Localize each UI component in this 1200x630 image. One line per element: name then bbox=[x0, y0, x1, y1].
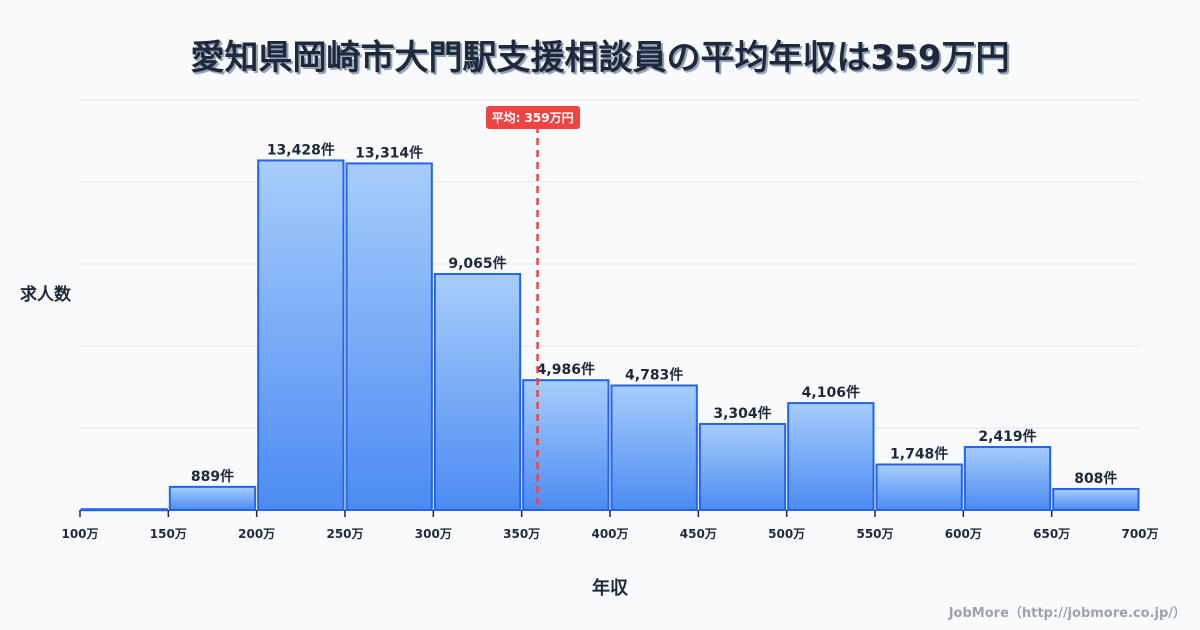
histogram-bar[interactable] bbox=[345, 162, 433, 511]
x-tick-label: 350万 bbox=[503, 527, 540, 541]
source-credit: JobMore（http://jobmore.co.jp/） bbox=[948, 606, 1186, 621]
histogram-bar[interactable] bbox=[963, 446, 1052, 511]
chart-title: 愛知県岡崎市大門駅支援相談員の平均年収は359万円 bbox=[190, 38, 1010, 78]
x-axis-label: 年収 bbox=[592, 578, 628, 599]
histogram-bar[interactable] bbox=[875, 463, 963, 512]
bar-value-label: 9,065件 bbox=[448, 255, 506, 272]
bar-value-label: 4,106件 bbox=[802, 384, 860, 401]
bar-value-label: 808件 bbox=[1074, 470, 1117, 487]
histogram-bar[interactable] bbox=[522, 379, 610, 511]
gridlines bbox=[80, 99, 1140, 429]
x-tick-label: 650万 bbox=[1033, 527, 1070, 541]
histogram-bar[interactable] bbox=[787, 402, 875, 511]
histogram-bar[interactable] bbox=[698, 422, 787, 512]
histogram-bar[interactable] bbox=[433, 273, 522, 511]
x-tick-label: 550万 bbox=[856, 527, 893, 541]
x-tick-label: 700万 bbox=[1121, 527, 1158, 541]
x-axis: 100万 150万 200万 250万 300万 350万 400万 450万 500万 550万… bbox=[61, 510, 1159, 541]
bar-value-label: 889件 bbox=[191, 468, 234, 485]
histogram-bar[interactable] bbox=[610, 384, 698, 512]
bar-value-label: 2,419件 bbox=[978, 428, 1036, 445]
bar-value-label: 4,783件 bbox=[625, 366, 683, 383]
x-tick-label: 450万 bbox=[680, 527, 717, 541]
x-tick-label: 150万 bbox=[150, 527, 187, 541]
x-tick-label: 200万 bbox=[238, 527, 275, 541]
bar-value-label: 4,986件 bbox=[537, 361, 595, 378]
bar-value-label: 13,314件 bbox=[355, 144, 423, 161]
average-badge: 平均: 359万円 bbox=[485, 106, 580, 129]
x-tick-label: 100万 bbox=[61, 527, 98, 541]
x-tick-label: 300万 bbox=[415, 527, 452, 541]
x-tick-label: 500万 bbox=[768, 527, 805, 541]
y-axis-label: 求人数 bbox=[20, 285, 71, 305]
x-tick-label: 250万 bbox=[326, 527, 363, 541]
bars: 889件 13,428件 13,314件 9,065件 4,986件 4,783件 3,30… bbox=[80, 141, 1140, 512]
bar-value-label: 1,748件 bbox=[890, 445, 948, 462]
histogram-bar[interactable] bbox=[168, 485, 257, 512]
x-tick-label: 600万 bbox=[945, 527, 982, 541]
histogram-bar[interactable] bbox=[257, 159, 345, 511]
bar-value-label: 3,304件 bbox=[713, 405, 771, 422]
histogram-bar[interactable] bbox=[80, 508, 168, 512]
x-tick-label: 400万 bbox=[591, 527, 628, 541]
bar-value-label: 13,428件 bbox=[267, 141, 335, 158]
histogram-bar[interactable] bbox=[1052, 487, 1140, 511]
